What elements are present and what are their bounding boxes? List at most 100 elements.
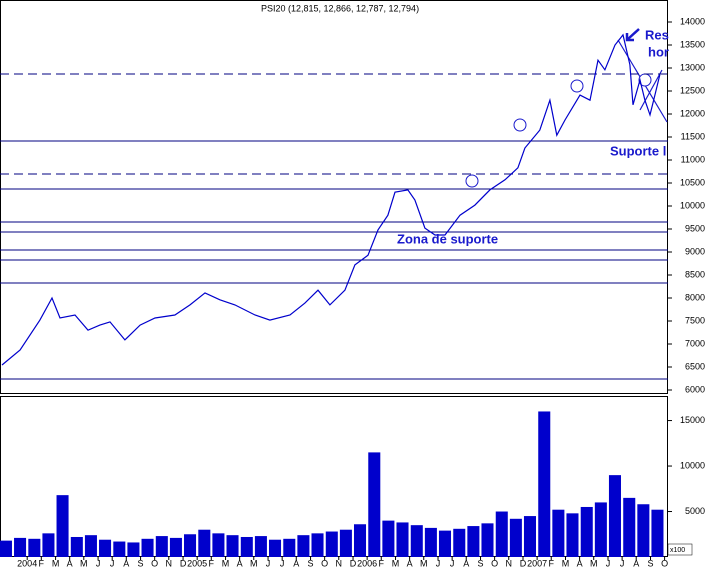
volume-bar	[481, 523, 494, 557]
x-tick-label: 2007	[527, 558, 547, 568]
price-line	[1, 33, 661, 366]
volume-bar	[127, 542, 140, 557]
volume-bar	[28, 538, 41, 557]
volume-bar	[297, 535, 310, 557]
volume-bar	[396, 522, 409, 557]
x-tick-label: J	[96, 558, 101, 568]
annotation: Suporte l	[610, 143, 666, 158]
volume-bar	[198, 529, 211, 557]
volume-bar	[339, 529, 352, 557]
y-tick-label: 9000	[685, 246, 705, 256]
y-tick-label: 14000	[680, 16, 705, 26]
volume-bar	[14, 537, 27, 557]
y-tick-label: 7000	[685, 338, 705, 348]
volume-bar	[509, 518, 522, 557]
volume-bar	[368, 452, 381, 557]
x-tick-label: O	[491, 558, 498, 568]
y-tick-label: 11500	[681, 131, 705, 141]
x-tick-label: O	[661, 558, 668, 568]
volume-bar	[113, 541, 126, 557]
volume-bar	[424, 527, 437, 557]
y-tick-label: 11000	[681, 154, 705, 164]
volume-bar	[410, 525, 423, 557]
volume-bar	[84, 535, 97, 557]
volume-bar	[538, 411, 551, 557]
x-tick-label: A	[633, 558, 639, 568]
volume-bar	[184, 534, 197, 557]
x-tick-label: J	[606, 558, 611, 568]
y-tick-label: 15000	[680, 415, 705, 425]
y-tick-label: 13000	[680, 62, 705, 72]
y-tick-label: 6500	[685, 361, 705, 371]
volume-bar	[283, 538, 296, 557]
volume-bar	[226, 535, 239, 557]
x-tick-label: 2004	[17, 558, 37, 568]
volume-bar	[608, 475, 621, 557]
annotation: Res	[645, 27, 669, 42]
smiley	[465, 174, 479, 188]
volume-bar	[155, 536, 168, 557]
x-tick-label: F	[548, 558, 554, 568]
x-tick-label: S	[138, 558, 144, 568]
volume-bar	[0, 540, 12, 557]
volume-bar	[99, 539, 112, 557]
smileys	[465, 73, 652, 188]
y-tick-label: 6000	[685, 384, 705, 394]
x-tick-label: O	[321, 558, 328, 568]
y-tick-label: 10000	[680, 200, 705, 210]
x-tick-label: N	[336, 558, 343, 568]
x-tick-label: A	[293, 558, 299, 568]
x-tick-label: A	[577, 558, 583, 568]
volume-bar	[353, 524, 367, 557]
volume-bar	[169, 537, 182, 557]
y-tick-label: 8000	[685, 292, 705, 302]
volume-bar	[523, 516, 537, 557]
x-tick-label: 2006	[357, 558, 377, 568]
x-tick-label: N	[166, 558, 173, 568]
y-tick-label: 10500	[680, 177, 705, 187]
x-tick-label: M	[562, 558, 570, 568]
x-tick-label: M	[80, 558, 88, 568]
volume-bar	[637, 504, 650, 557]
x-tick-label: M	[420, 558, 428, 568]
x-tick-label: N	[505, 558, 512, 568]
x-tick-label: J	[110, 558, 115, 568]
x-tick-label: O	[151, 558, 158, 568]
volume-bar	[580, 506, 593, 557]
x-tick-label: A	[463, 558, 469, 568]
x-tick-label: J	[450, 558, 455, 568]
volume-bar	[623, 497, 636, 557]
volume-bar	[651, 509, 664, 557]
volume-bar	[438, 530, 452, 557]
x-tick-label: J	[266, 558, 271, 568]
volume-bar	[56, 495, 69, 557]
y-tick-label: 10000	[680, 460, 705, 470]
volume-bar	[240, 536, 253, 557]
volume-bar	[254, 536, 267, 557]
x-tick-label: F	[379, 558, 385, 568]
x-tick-label: M	[590, 558, 598, 568]
volume-bar	[467, 526, 480, 557]
volume-bar	[566, 513, 579, 557]
x-tick-label: D	[520, 558, 527, 568]
x-tick-label: J	[620, 558, 625, 568]
volume-bar	[325, 531, 338, 557]
annotation: Zona de suporte	[397, 231, 498, 246]
x-tick-label: M	[222, 558, 230, 568]
y-tick-label: 12500	[680, 85, 705, 95]
x-tick-label: A	[123, 558, 129, 568]
x-tick-label: M	[52, 558, 60, 568]
volume-bar	[311, 533, 324, 557]
annotation: hor	[648, 44, 669, 59]
volume-bar	[268, 539, 282, 557]
x-tick-label: M	[250, 558, 258, 568]
x-tick-label: 2005	[187, 558, 207, 568]
x-tick-label: M	[392, 558, 400, 568]
volume-bar	[382, 520, 395, 557]
volume-bar	[552, 509, 565, 557]
y-tick-label: 7500	[685, 315, 705, 325]
y-tick-label: 12000	[680, 108, 705, 118]
chart-title: PSI20 (12,815, 12,866, 12,787, 12,794)	[261, 3, 419, 13]
y-tick-label: 8500	[685, 269, 705, 279]
